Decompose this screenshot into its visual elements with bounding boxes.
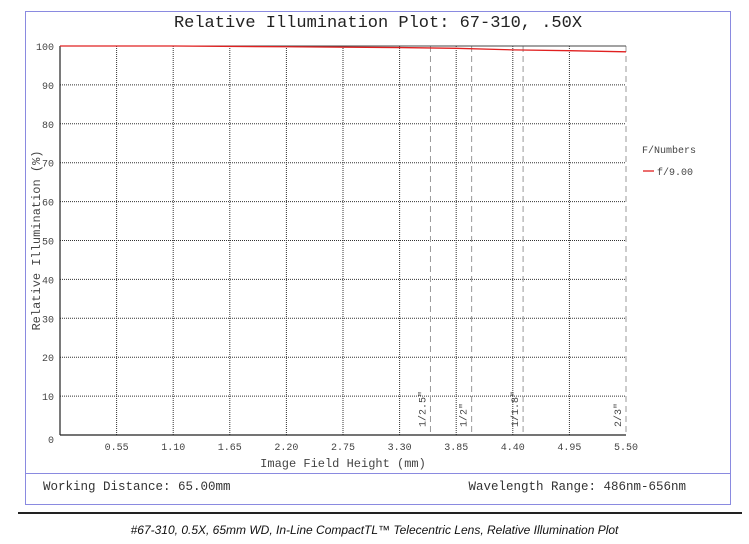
x-tick-label: 1.10 bbox=[161, 443, 185, 454]
y-tick-label: 100 bbox=[36, 43, 54, 54]
x-axis-label: Image Field Height (mm) bbox=[260, 457, 426, 471]
series-line bbox=[60, 45, 627, 53]
legend-title: F/Numbers bbox=[642, 145, 696, 157]
y-tick-label: 10 bbox=[42, 393, 54, 404]
caption-rule bbox=[18, 512, 742, 514]
y-tick-label: 40 bbox=[42, 276, 54, 287]
y-tick-label: 90 bbox=[42, 82, 54, 93]
x-tick-label: 5.50 bbox=[614, 443, 638, 454]
chart-frame bbox=[25, 11, 731, 505]
working-distance: Working Distance: 65.00mm bbox=[43, 480, 231, 494]
sensor-marker-label: 1/1.8" bbox=[510, 391, 522, 427]
x-tick-label: 3.30 bbox=[388, 443, 412, 454]
chart-title: Relative Illumination Plot: 67-310, .50X bbox=[173, 14, 583, 33]
y-tick-label: 80 bbox=[42, 121, 54, 132]
y-axis-label: Relative Illumination (%) bbox=[30, 150, 44, 330]
x-tick-label: 1.65 bbox=[218, 443, 242, 454]
y-tick-label: 30 bbox=[42, 315, 54, 326]
y-tick-label: 50 bbox=[42, 238, 54, 249]
sensor-marker-label: 1/2" bbox=[459, 403, 471, 427]
legend-entry: f/9.00 bbox=[657, 167, 693, 179]
x-tick-label: 2.20 bbox=[274, 443, 298, 454]
sensor-marker-label: 1/2.5" bbox=[417, 391, 429, 427]
x-tick-label: 4.95 bbox=[557, 443, 581, 454]
x-tick-label: 4.40 bbox=[501, 443, 525, 454]
x-tick-label: 2.75 bbox=[331, 443, 355, 454]
y-tick-label: 60 bbox=[42, 199, 54, 210]
sensor-marker-label: 2/3" bbox=[613, 403, 625, 427]
footer-divider bbox=[25, 473, 731, 474]
wavelength-range: Wavelength Range: 486nm-656nm bbox=[468, 480, 686, 494]
figure-caption: #67-310, 0.5X, 65mm WD, In-Line CompactT… bbox=[130, 523, 619, 537]
y-tick-label: 0 bbox=[48, 436, 54, 447]
x-tick-label: 3.85 bbox=[444, 443, 468, 454]
y-tick-label: 70 bbox=[42, 160, 54, 171]
y-tick-label: 20 bbox=[42, 354, 54, 365]
x-tick-label: 0.55 bbox=[105, 443, 129, 454]
